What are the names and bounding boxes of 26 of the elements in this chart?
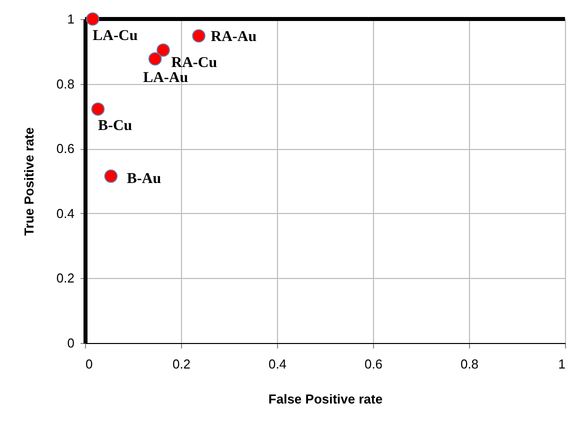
x-tick-label: 0 bbox=[86, 356, 93, 372]
text: RA-Cu bbox=[171, 55, 218, 72]
point bbox=[156, 43, 170, 57]
x-tick-label: 0.8 bbox=[460, 356, 479, 372]
point bbox=[104, 170, 118, 183]
y-tick-label: 0.2 bbox=[56, 270, 74, 286]
point bbox=[91, 102, 105, 116]
x-tick-label: 0.4 bbox=[268, 356, 287, 372]
y-tick-label: 0.4 bbox=[56, 206, 74, 221]
y-axis-title: True Positive rate bbox=[21, 127, 36, 236]
y-tick-label: 0.8 bbox=[56, 76, 74, 92]
x-axis-title: False Positive rate bbox=[268, 392, 383, 406]
point bbox=[86, 12, 100, 26]
y-tick-label: 0 bbox=[67, 336, 74, 350]
x-tick-label: 1 bbox=[558, 356, 566, 372]
text: B-Cu bbox=[98, 118, 132, 134]
text: LA-Cu bbox=[92, 28, 138, 44]
point bbox=[192, 29, 206, 42]
text: LA-Au bbox=[143, 70, 188, 86]
point bbox=[148, 52, 162, 66]
x-tick-label: 0.2 bbox=[172, 356, 191, 372]
text: RA-Au bbox=[210, 28, 257, 45]
x-tick-label: 0.6 bbox=[364, 356, 383, 372]
y-tick-label: 1 bbox=[67, 12, 74, 26]
y-tick-label: 0.6 bbox=[56, 141, 74, 156]
text: B-Au bbox=[126, 171, 162, 188]
